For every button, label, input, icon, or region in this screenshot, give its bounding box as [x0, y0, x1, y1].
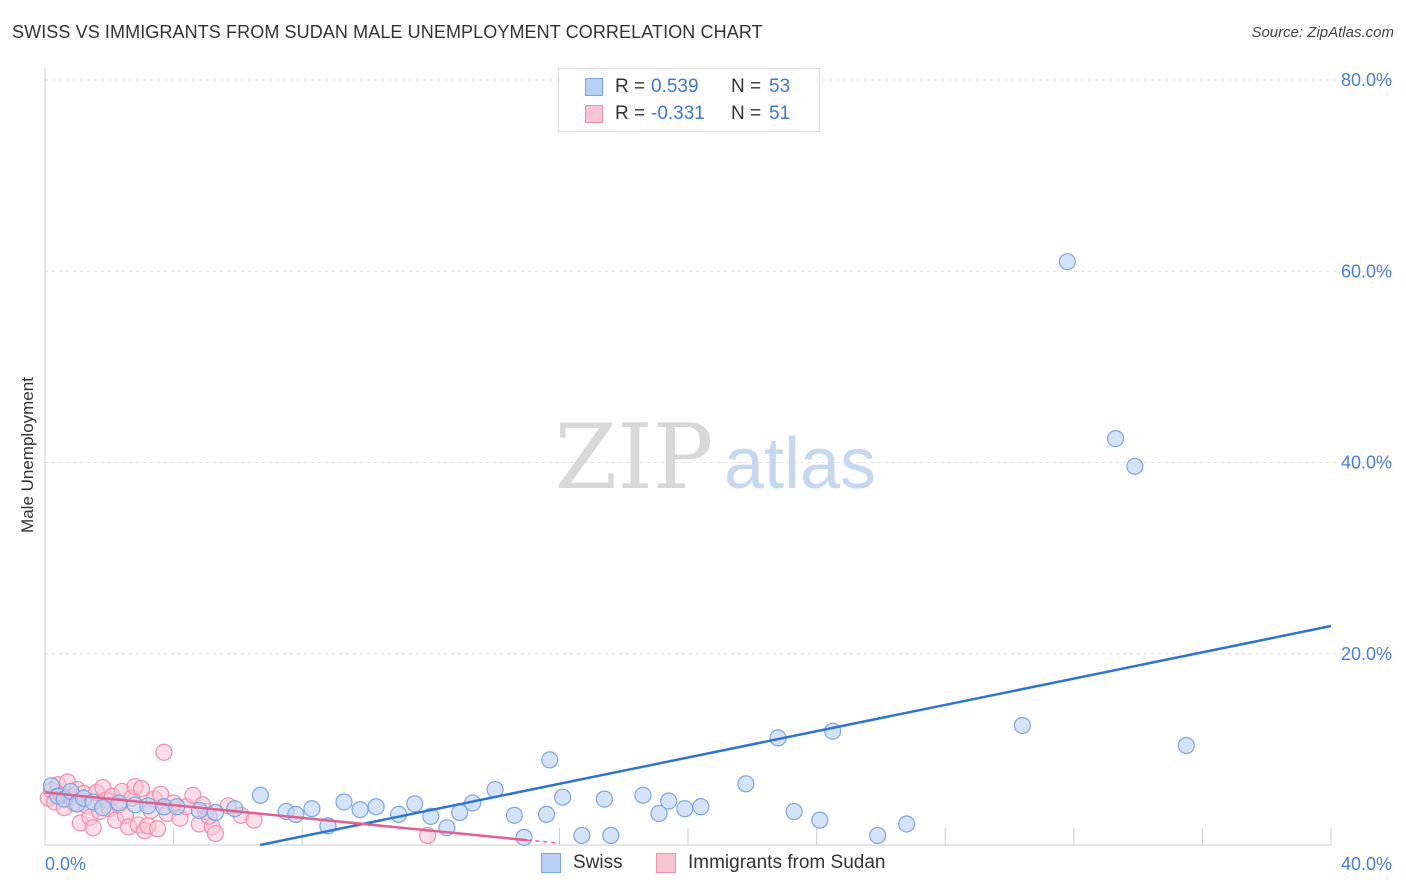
swiss-point	[554, 788, 572, 806]
legend-item-swiss[interactable]: Swiss	[541, 852, 623, 874]
swiss-point	[1058, 253, 1076, 271]
swiss-point	[251, 786, 270, 804]
watermark-zip: ZIP	[555, 405, 714, 510]
swiss-point	[573, 826, 591, 845]
legend-sudan-label: Immigrants from Sudan	[688, 852, 886, 873]
swiss-point	[515, 828, 533, 846]
axes	[44, 68, 1331, 846]
swiss-point	[406, 795, 424, 813]
y-tick-label: 60.0%	[1341, 261, 1392, 281]
swiss-point	[737, 775, 755, 793]
swiss-point	[110, 794, 128, 812]
swiss-point	[139, 797, 157, 815]
legend-item-sudan[interactable]: Immigrants from Sudan	[656, 852, 885, 874]
swiss-r-label: R =	[615, 76, 646, 97]
swiss-n-label: N =	[731, 76, 762, 97]
swiss-point	[869, 826, 887, 845]
sudan-r-label: R =	[615, 103, 646, 124]
swiss-r-value: 0.539	[651, 76, 699, 97]
swiss-point	[335, 793, 353, 811]
sudan-trend-line	[44, 791, 528, 842]
swiss-point	[351, 801, 369, 819]
watermark: ZIP atlas	[555, 405, 876, 510]
series-legend: Swiss Immigrants from Sudan	[0, 852, 1406, 878]
swiss-trend-line	[259, 624, 1332, 847]
swiss-point	[676, 800, 694, 818]
y-tick-label: 20.0%	[1341, 644, 1392, 664]
gridlines	[44, 79, 1392, 845]
trend-lines	[44, 624, 1332, 847]
swiss-point	[785, 802, 803, 821]
swiss-point	[303, 800, 321, 818]
swiss-point	[541, 751, 559, 769]
swiss-point	[505, 806, 523, 824]
tick-labels: 20.0% 40.0% 60.0% 80.0% 0.0% 40.0%	[45, 70, 1392, 874]
legend-swiss-label: Swiss	[573, 852, 623, 873]
sudan-point	[132, 779, 151, 798]
swiss-point	[367, 798, 385, 816]
swiss-point	[206, 803, 224, 822]
sudan-trend-dashed	[527, 839, 560, 844]
sudan-n-value: 51	[769, 103, 791, 124]
swiss-point	[1106, 429, 1125, 448]
swiss-point	[634, 786, 652, 804]
swiss-point	[1126, 457, 1144, 475]
swiss-point	[422, 807, 440, 825]
swiss-point	[537, 805, 556, 824]
legend-sudan-swatch	[656, 853, 676, 873]
swiss-point	[602, 826, 620, 845]
watermark-atlas: atlas	[724, 424, 876, 504]
swiss-point	[811, 811, 829, 829]
legend-swiss-swatch	[541, 853, 561, 873]
swiss-point	[1013, 716, 1031, 735]
sudan-r-value: -0.331	[651, 103, 705, 124]
swiss-point	[190, 801, 208, 820]
swiss-point	[692, 798, 710, 816]
swiss-point	[1177, 736, 1195, 755]
sudan-swatch	[585, 105, 603, 123]
source-label: Source: ZipAtlas.com	[1251, 24, 1394, 41]
sudan-point	[148, 820, 167, 838]
sudan-point	[84, 819, 102, 837]
swiss-point	[94, 799, 112, 817]
swiss-point	[650, 804, 668, 823]
x-tick-label: 0.0%	[45, 854, 86, 874]
legend-row-sudan: R = -0.331 N = 51	[559, 101, 799, 127]
swiss-swatch	[585, 78, 603, 96]
swiss-point	[898, 815, 916, 833]
swiss-point	[287, 805, 305, 824]
x-tick-label: 40.0%	[1341, 854, 1392, 874]
swiss-point	[595, 790, 614, 808]
sudan-n-label: N =	[731, 103, 762, 124]
swiss-point	[660, 792, 678, 810]
sudan-point	[155, 743, 173, 761]
swiss-point	[226, 800, 244, 818]
swiss-points	[42, 253, 1195, 846]
legend-row-swiss: R = 0.539 N = 53	[559, 74, 799, 100]
swiss-n-value: 53	[769, 76, 791, 97]
correlation-legend: R = 0.539 N = 53 R = -0.331 N = 51	[558, 68, 820, 132]
y-tick-label: 80.0%	[1341, 70, 1392, 90]
chart-title: SWISS VS IMMIGRANTS FROM SUDAN MALE UNEM…	[12, 22, 763, 42]
sudan-points	[39, 743, 437, 845]
y-tick-label: 40.0%	[1341, 453, 1392, 473]
sudan-point	[206, 824, 224, 843]
